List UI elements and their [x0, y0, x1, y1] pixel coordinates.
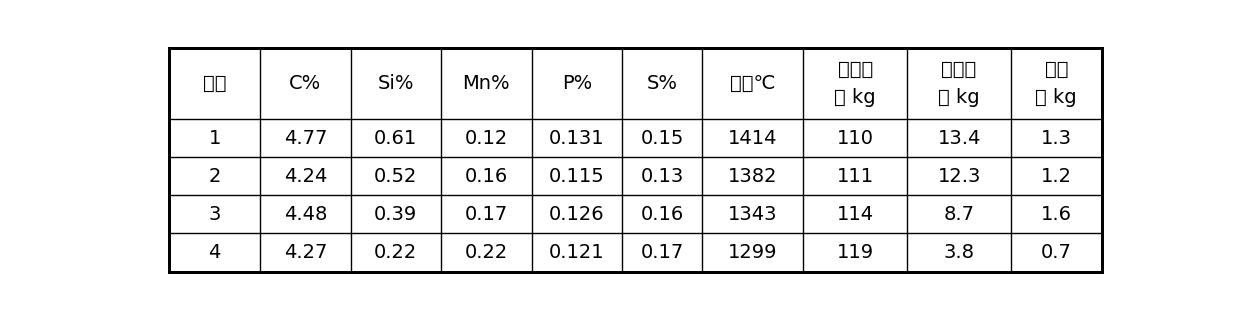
Text: 2: 2 — [208, 167, 221, 186]
Text: 废钉质: 废钉质 — [941, 60, 977, 79]
Text: 13.4: 13.4 — [937, 129, 981, 148]
Text: 1382: 1382 — [728, 167, 777, 186]
Text: 3: 3 — [208, 205, 221, 224]
Text: 0.17: 0.17 — [640, 243, 683, 262]
Text: 4: 4 — [208, 243, 221, 262]
Text: 0.39: 0.39 — [374, 205, 418, 224]
Text: 8.7: 8.7 — [944, 205, 975, 224]
Text: 1299: 1299 — [728, 243, 777, 262]
Text: 0.15: 0.15 — [640, 129, 683, 148]
Text: 119: 119 — [837, 243, 874, 262]
Text: 量 kg: 量 kg — [835, 88, 877, 107]
Text: 0.17: 0.17 — [465, 205, 508, 224]
Text: 1.2: 1.2 — [1040, 167, 1071, 186]
Text: 炉号: 炉号 — [203, 74, 227, 93]
Text: 0.16: 0.16 — [465, 167, 508, 186]
Text: 4.77: 4.77 — [284, 129, 327, 148]
Text: 0.52: 0.52 — [374, 167, 418, 186]
Text: 4.24: 4.24 — [284, 167, 327, 186]
Text: 1: 1 — [208, 129, 221, 148]
Text: 0.22: 0.22 — [374, 243, 418, 262]
Text: 0.22: 0.22 — [465, 243, 508, 262]
Text: 1.3: 1.3 — [1040, 129, 1071, 148]
Text: 留渣: 留渣 — [1044, 60, 1068, 79]
Text: 量 kg: 量 kg — [1035, 88, 1078, 107]
Text: 110: 110 — [837, 129, 874, 148]
Text: 0.61: 0.61 — [374, 129, 418, 148]
Text: 量 kg: 量 kg — [939, 88, 980, 107]
Text: S%: S% — [646, 74, 677, 93]
Text: 1343: 1343 — [728, 205, 777, 224]
Text: 111: 111 — [837, 167, 874, 186]
Text: 0.126: 0.126 — [549, 205, 605, 224]
Text: 0.115: 0.115 — [549, 167, 605, 186]
Text: 4.27: 4.27 — [284, 243, 327, 262]
Text: 12.3: 12.3 — [937, 167, 981, 186]
Text: C%: C% — [289, 74, 321, 93]
Text: Si%: Si% — [378, 74, 414, 93]
Text: 0.13: 0.13 — [640, 167, 683, 186]
Text: 0.16: 0.16 — [640, 205, 683, 224]
Text: 0.131: 0.131 — [549, 129, 605, 148]
Text: 1414: 1414 — [728, 129, 777, 148]
Text: 0.7: 0.7 — [1040, 243, 1071, 262]
Text: 0.12: 0.12 — [465, 129, 508, 148]
Text: P%: P% — [562, 74, 591, 93]
Text: 鐵水质: 鐵水质 — [838, 60, 873, 79]
Text: Mn%: Mn% — [463, 74, 510, 93]
Text: 温度℃: 温度℃ — [730, 74, 775, 93]
Text: 114: 114 — [837, 205, 874, 224]
Text: 4.48: 4.48 — [284, 205, 327, 224]
Text: 3.8: 3.8 — [944, 243, 975, 262]
Text: 0.121: 0.121 — [549, 243, 605, 262]
Text: 1.6: 1.6 — [1040, 205, 1071, 224]
